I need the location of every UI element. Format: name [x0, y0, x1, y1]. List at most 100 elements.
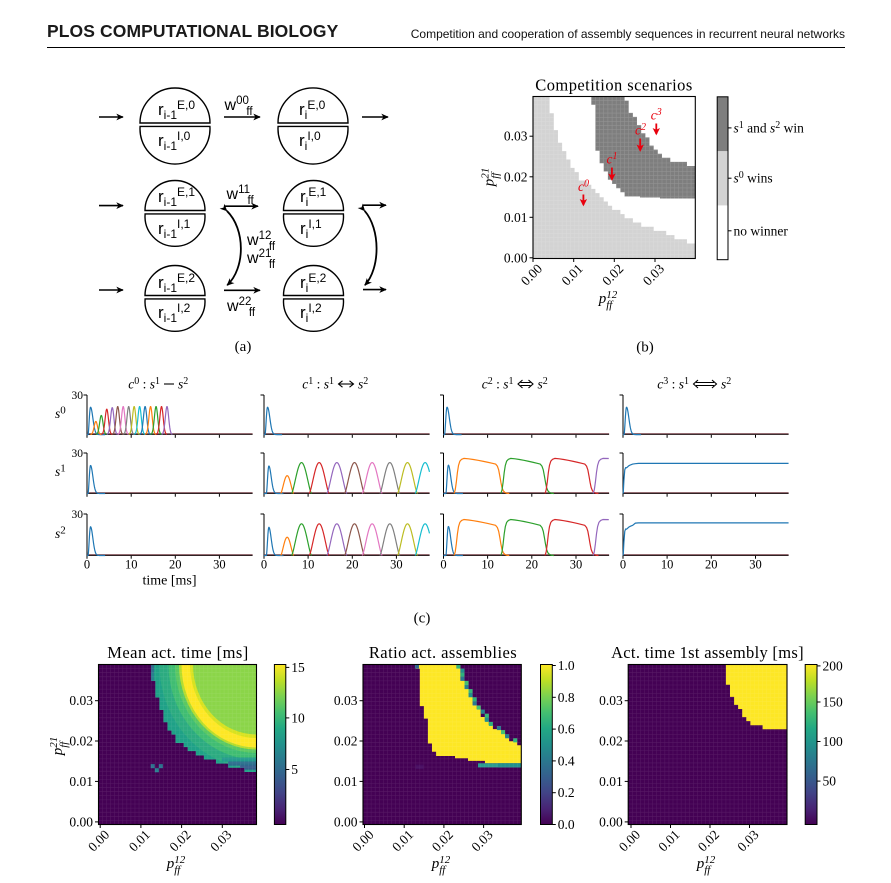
- svg-text:0.03: 0.03: [734, 827, 761, 854]
- svg-text:p21ff: p21ff: [48, 737, 70, 757]
- svg-text:30: 30: [72, 390, 84, 402]
- svg-text:(b): (b): [636, 340, 654, 356]
- svg-text:30: 30: [570, 558, 583, 572]
- svg-text:0.01: 0.01: [334, 774, 358, 789]
- svg-text:p21ff: p21ff: [480, 168, 502, 188]
- svg-text:0.2: 0.2: [558, 785, 575, 800]
- svg-text:riI,0: riI,0: [299, 129, 321, 153]
- svg-text:30: 30: [749, 558, 762, 572]
- svg-text:s1: s1: [55, 463, 66, 480]
- svg-text:riE,1: riE,1: [300, 185, 327, 209]
- svg-text:0.4: 0.4: [558, 753, 575, 768]
- svg-text:30: 30: [390, 558, 403, 572]
- svg-text:0.01: 0.01: [69, 774, 93, 789]
- svg-text:s2: s2: [358, 376, 368, 392]
- svg-text:s1 and s2 win: s1 and s2 win: [734, 120, 805, 136]
- svg-text:riI,1: riI,1: [300, 217, 322, 241]
- svg-text:ri-1I,2: ri-1I,2: [158, 301, 191, 325]
- svg-text:0.02: 0.02: [69, 734, 93, 749]
- svg-text:0.02: 0.02: [599, 261, 626, 288]
- svg-text:15: 15: [291, 660, 305, 675]
- svg-text:c1: c1: [607, 151, 618, 167]
- svg-text:0.8: 0.8: [558, 690, 575, 705]
- svg-text:ri-1E,1: ri-1E,1: [158, 185, 195, 209]
- svg-text:riE,2: riE,2: [300, 271, 327, 295]
- svg-text:0.01: 0.01: [599, 774, 623, 789]
- svg-text:30: 30: [72, 448, 84, 460]
- svg-text:0.03: 0.03: [69, 693, 93, 708]
- svg-text:5: 5: [291, 762, 298, 777]
- svg-text:10: 10: [481, 558, 494, 572]
- svg-text:s2: s2: [55, 524, 66, 541]
- svg-text:(c): (c): [414, 611, 431, 627]
- svg-text:s2: s2: [721, 376, 731, 392]
- svg-text:0.00: 0.00: [349, 827, 376, 854]
- svg-text:200: 200: [823, 658, 844, 673]
- svg-text:0.03: 0.03: [334, 693, 358, 708]
- svg-text:s2: s2: [178, 376, 188, 392]
- svg-text:c1 : s1: c1 : s1: [302, 376, 334, 392]
- svg-text:0.02: 0.02: [695, 827, 722, 854]
- svg-text:0.01: 0.01: [504, 210, 528, 225]
- svg-text:ri-1E,2: ri-1E,2: [158, 271, 195, 295]
- svg-text:time [ms]: time [ms]: [142, 574, 196, 589]
- svg-text:riI,2: riI,2: [300, 301, 322, 325]
- svg-text:10: 10: [291, 710, 305, 725]
- svg-text:Ratio act. assemblies: Ratio act. assemblies: [369, 643, 517, 662]
- svg-text:c3: c3: [651, 107, 662, 123]
- svg-text:ri-1I,1: ri-1I,1: [158, 217, 191, 241]
- svg-text:10: 10: [125, 558, 138, 572]
- svg-text:20: 20: [705, 558, 718, 572]
- svg-text:0.01: 0.01: [655, 827, 682, 854]
- svg-text:100: 100: [823, 734, 844, 749]
- svg-text:10: 10: [661, 558, 674, 572]
- svg-text:Act. time 1st assembly [ms]: Act. time 1st assembly [ms]: [611, 643, 804, 662]
- svg-text:0.00: 0.00: [599, 814, 623, 829]
- svg-text:ri-1E,0: ri-1E,0: [158, 98, 195, 122]
- svg-text:30: 30: [213, 558, 226, 572]
- svg-text:0.02: 0.02: [166, 827, 193, 854]
- svg-text:c2: c2: [635, 122, 646, 138]
- svg-text:0.00: 0.00: [85, 827, 112, 854]
- svg-text:ri-1I,0: ri-1I,0: [158, 129, 191, 153]
- svg-text:0.01: 0.01: [126, 827, 153, 854]
- svg-text:0: 0: [620, 558, 626, 572]
- svg-text:0.02: 0.02: [504, 169, 528, 184]
- svg-text:s0: s0: [55, 404, 66, 421]
- svg-text:riE,0: riE,0: [299, 98, 326, 122]
- svg-text:Competition scenarios: Competition scenarios: [535, 76, 692, 95]
- svg-text:0.6: 0.6: [558, 722, 575, 737]
- svg-text:0.01: 0.01: [559, 261, 586, 288]
- svg-text:0.03: 0.03: [504, 129, 528, 144]
- svg-text:0.02: 0.02: [334, 734, 358, 749]
- svg-text:20: 20: [169, 558, 182, 572]
- svg-text:(a): (a): [235, 339, 252, 355]
- svg-text:0.00: 0.00: [616, 827, 643, 854]
- svg-text:0.00: 0.00: [334, 814, 358, 829]
- svg-text:0.03: 0.03: [640, 261, 667, 288]
- svg-text:150: 150: [823, 695, 844, 710]
- svg-text:0.00: 0.00: [504, 250, 528, 265]
- svg-text:c0 : s1: c0 : s1: [128, 376, 160, 392]
- svg-text:10: 10: [302, 558, 315, 572]
- svg-text:0.03: 0.03: [468, 827, 495, 854]
- svg-text:c3 : s1: c3 : s1: [657, 376, 689, 392]
- svg-text:20: 20: [346, 558, 359, 572]
- svg-text:0: 0: [261, 558, 267, 572]
- svg-text:0.00: 0.00: [69, 814, 93, 829]
- svg-text:0.01: 0.01: [389, 827, 416, 854]
- svg-text:0: 0: [84, 558, 90, 572]
- svg-text:20: 20: [526, 558, 539, 572]
- svg-text:s0 wins: s0 wins: [734, 170, 773, 186]
- svg-text:0.03: 0.03: [599, 693, 623, 708]
- svg-text:no winner: no winner: [734, 223, 789, 238]
